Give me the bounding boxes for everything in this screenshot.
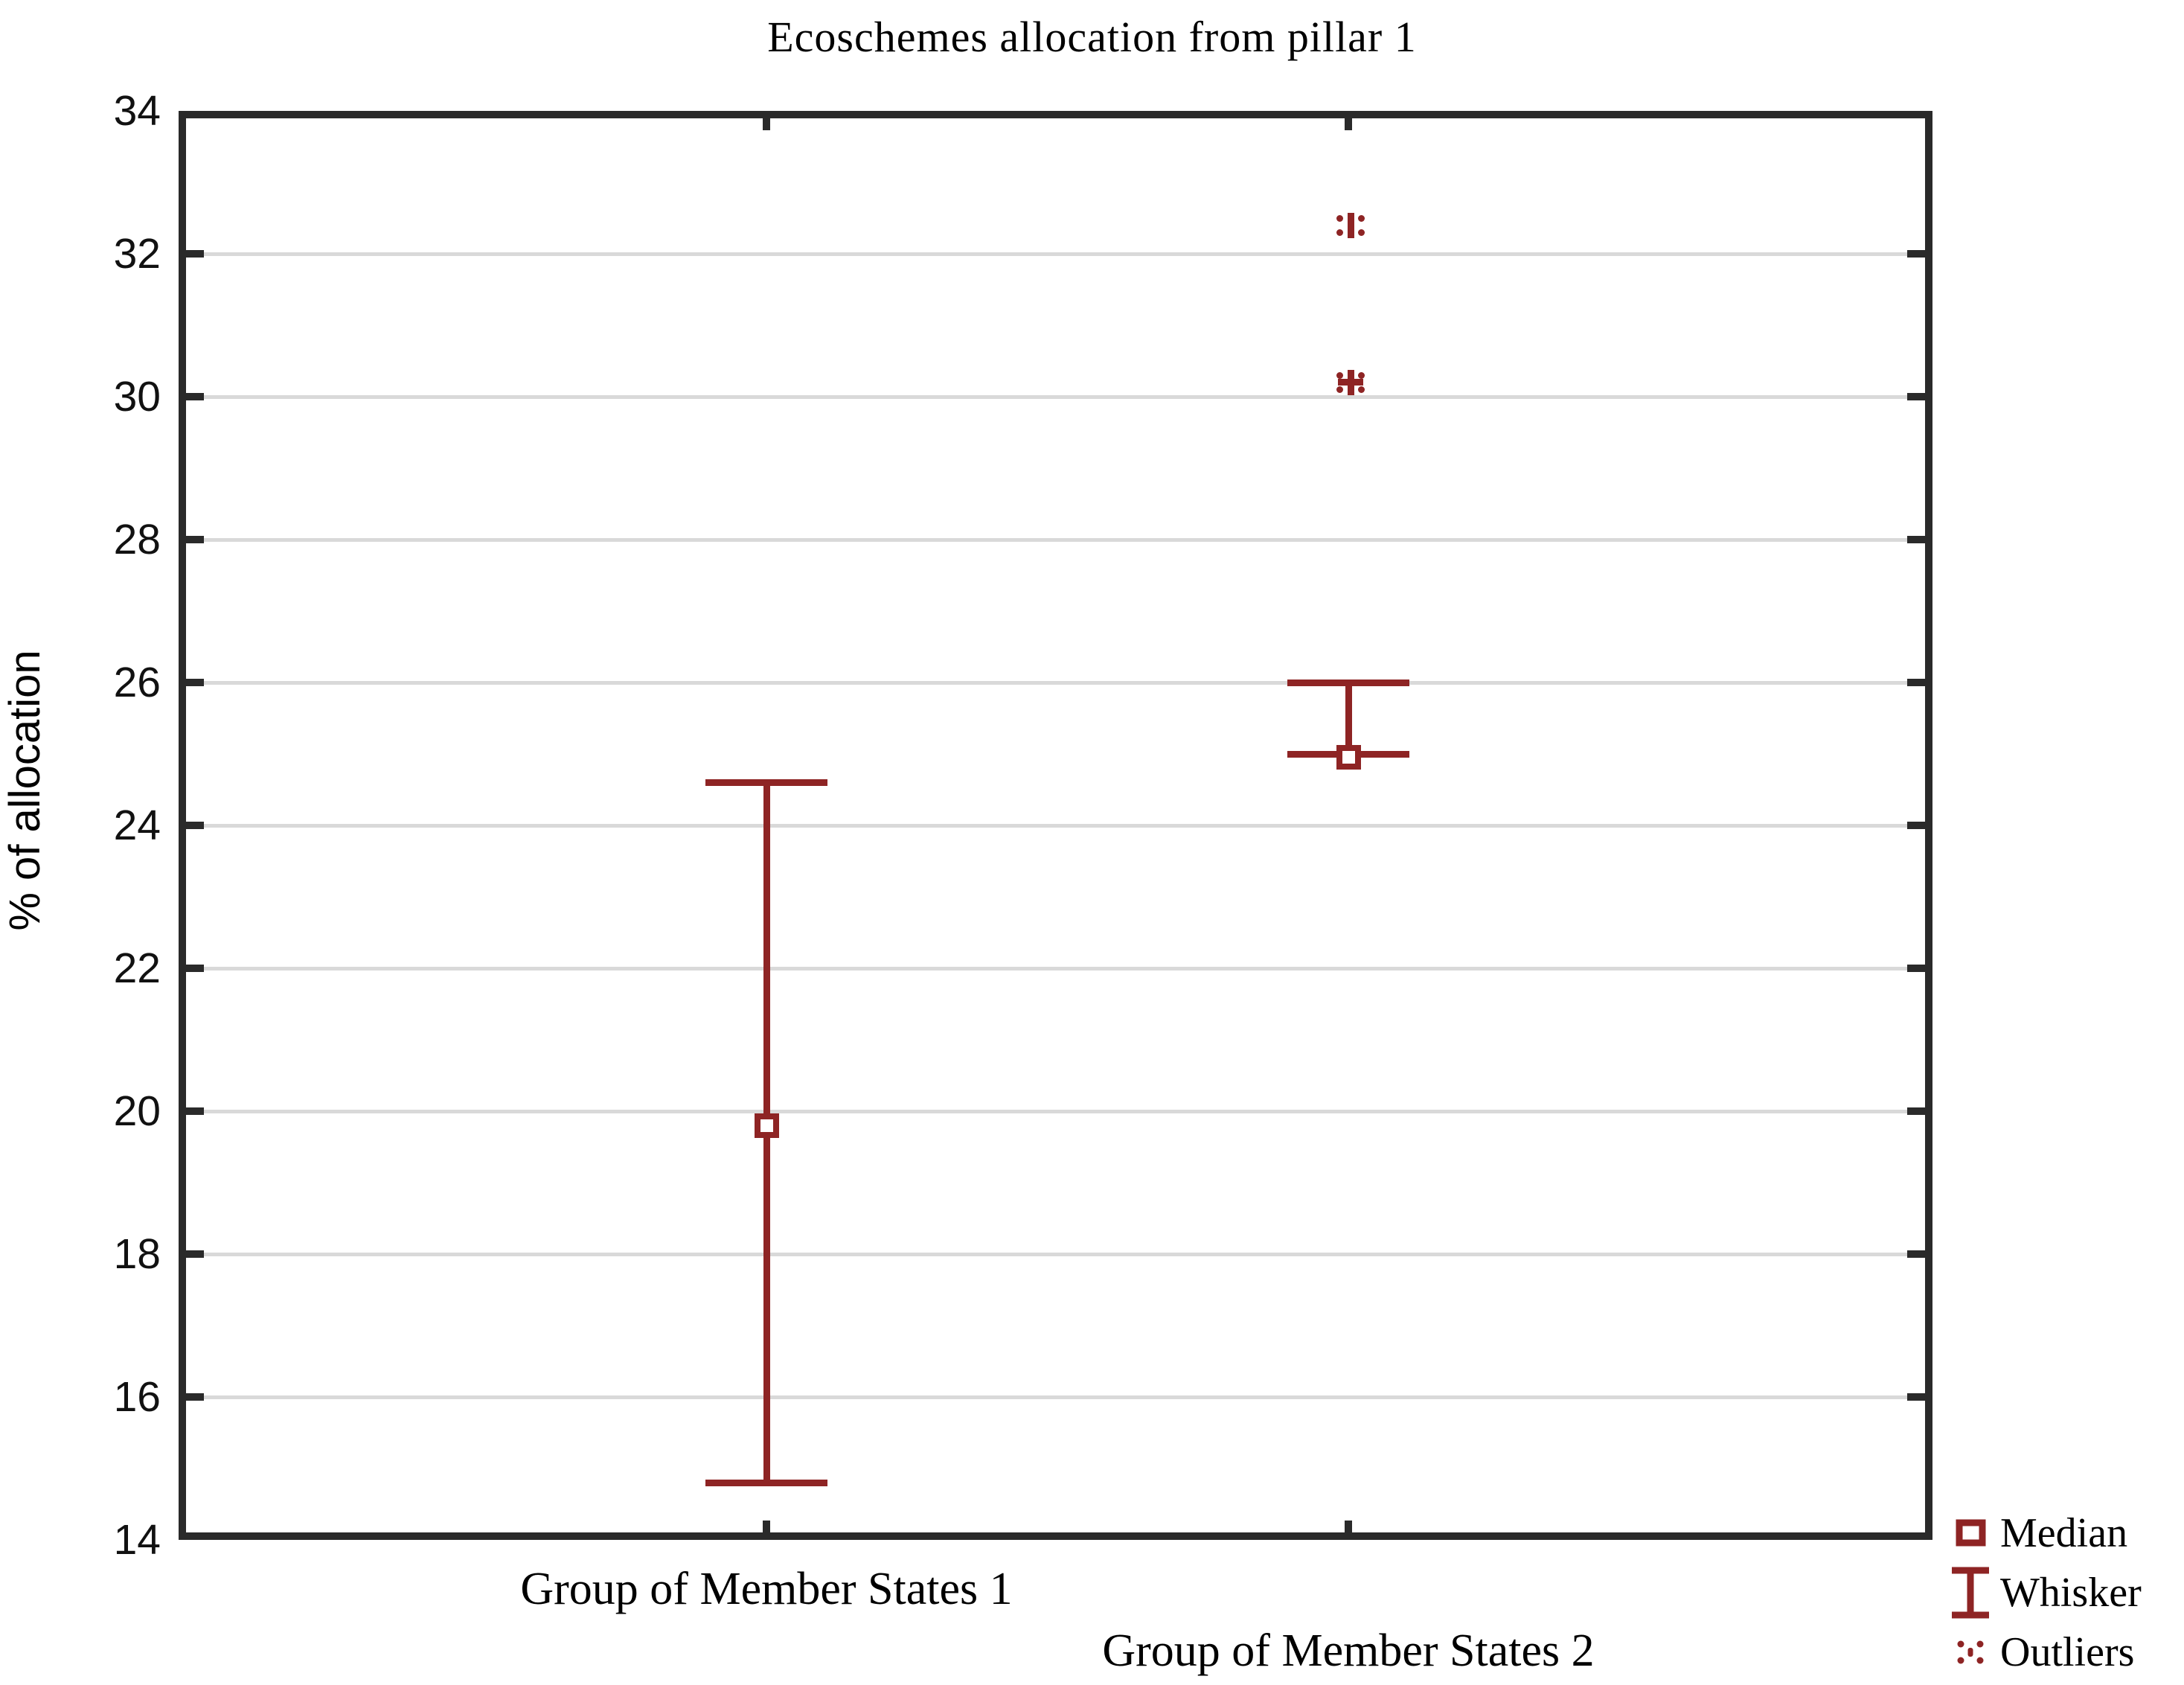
whisker-cap-top bbox=[1287, 679, 1409, 686]
y-tick-label: 16 bbox=[113, 1373, 161, 1421]
y-tick-label: 24 bbox=[113, 802, 161, 849]
legend-row-whisker: Whisker bbox=[1944, 1563, 2182, 1622]
outlier-dot bbox=[1358, 228, 1365, 236]
y-tick-left bbox=[186, 679, 204, 686]
gridline bbox=[186, 1110, 1925, 1113]
gridline bbox=[186, 681, 1925, 685]
gridline bbox=[186, 252, 1925, 256]
y-tick-right bbox=[1907, 1250, 1925, 1258]
legend-row-median: Median bbox=[1944, 1503, 2182, 1563]
gridline bbox=[186, 824, 1925, 828]
outlier-dot bbox=[1336, 214, 1343, 222]
y-tick-left bbox=[186, 1250, 204, 1258]
outlier-bar bbox=[1338, 379, 1363, 386]
legend-row-outliers: Outliers bbox=[1944, 1622, 2182, 1682]
legend-label-outliers: Outliers bbox=[2000, 1629, 2135, 1675]
whisker-icon bbox=[1944, 1565, 1997, 1620]
x-tick-bottom bbox=[1345, 1521, 1352, 1532]
y-tick-right bbox=[1907, 536, 1925, 543]
gridline bbox=[186, 967, 1925, 971]
y-tick-label: 14 bbox=[113, 1516, 161, 1564]
gridline bbox=[186, 1395, 1925, 1399]
outlier-dot bbox=[1336, 228, 1343, 236]
legend-label-whisker: Whisker bbox=[2000, 1570, 2142, 1616]
chart-title: Ecoschemes allocation from pillar 1 bbox=[767, 13, 1417, 61]
legend-label-median: Median bbox=[2000, 1510, 2128, 1556]
x-category-label: Group of Member States 2 bbox=[1102, 1625, 1595, 1676]
y-tick-right bbox=[1907, 822, 1925, 829]
y-tick-right bbox=[1907, 393, 1925, 400]
outlier-dot bbox=[1336, 386, 1343, 393]
y-tick-label: 28 bbox=[113, 516, 161, 563]
legend: Median Whisker O bbox=[1944, 1503, 2182, 1682]
outlier-dot bbox=[1358, 386, 1365, 393]
gridline bbox=[186, 538, 1925, 542]
median-marker bbox=[1336, 744, 1361, 770]
y-tick-label: 32 bbox=[113, 230, 161, 278]
outlier-dot bbox=[1336, 371, 1343, 379]
y-tick-label: 30 bbox=[113, 373, 161, 421]
y-tick-left bbox=[186, 1107, 204, 1115]
y-tick-label: 26 bbox=[113, 659, 161, 706]
y-tick-label: 22 bbox=[113, 944, 161, 992]
x-tick-bottom bbox=[763, 1521, 770, 1532]
y-tick-left bbox=[186, 1393, 204, 1401]
bar-dots-marker bbox=[1336, 211, 1365, 240]
y-tick-left bbox=[186, 393, 204, 400]
y-tick-right bbox=[1907, 250, 1925, 258]
y-tick-left bbox=[186, 822, 204, 829]
cross-dots-marker bbox=[1336, 368, 1365, 397]
y-tick-left bbox=[186, 965, 204, 972]
y-tick-label: 20 bbox=[113, 1087, 161, 1135]
y-tick-label: 18 bbox=[113, 1230, 161, 1278]
y-tick-left bbox=[186, 250, 204, 258]
outlier-bar bbox=[1347, 212, 1354, 238]
gridline bbox=[186, 1253, 1925, 1256]
whisker-cap-top bbox=[705, 778, 827, 786]
y-tick-right bbox=[1907, 1393, 1925, 1401]
whisker-cap-bottom bbox=[705, 1479, 827, 1486]
y-tick-left bbox=[186, 536, 204, 543]
y-tick-right bbox=[1907, 1107, 1925, 1115]
outlier-dot bbox=[1358, 371, 1365, 379]
median-square-icon bbox=[1944, 1518, 1997, 1549]
gridline bbox=[186, 395, 1925, 399]
y-tick-right bbox=[1907, 679, 1925, 686]
x-tick-top bbox=[1345, 118, 1352, 130]
median-marker bbox=[754, 1113, 779, 1138]
whisker-line bbox=[1345, 682, 1352, 754]
x-tick-top bbox=[763, 118, 770, 130]
outlier-dot bbox=[1358, 214, 1365, 222]
x-category-label: Group of Member States 1 bbox=[520, 1564, 1013, 1614]
y-tick-right bbox=[1907, 965, 1925, 972]
y-tick-label: 34 bbox=[113, 87, 161, 135]
outliers-icon bbox=[1944, 1638, 1997, 1666]
